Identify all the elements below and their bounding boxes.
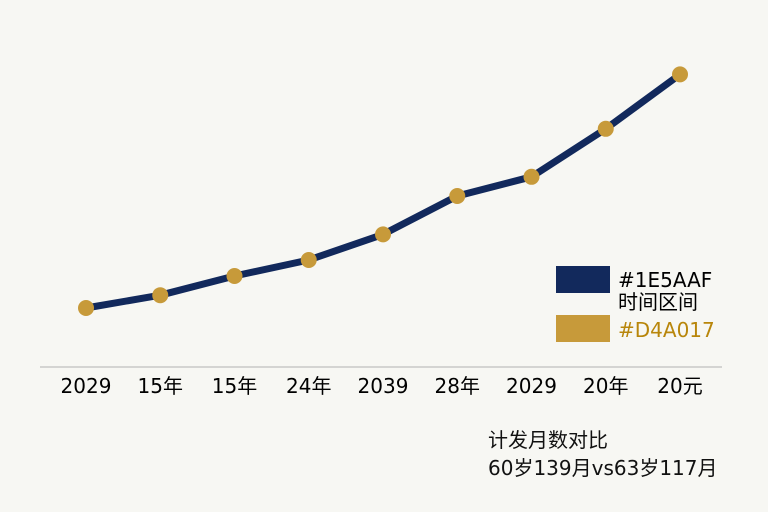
x-tick-label: 2029 — [506, 374, 557, 398]
legend-swatch-series-1 — [556, 266, 610, 293]
data-point — [449, 188, 466, 204]
data-point — [226, 268, 243, 284]
x-tick-label: 2039 — [358, 374, 409, 398]
annotation-title: 计发月数对比 — [488, 428, 608, 452]
annotation-detail: 60岁139月vs63岁117月 — [488, 456, 718, 480]
data-point — [672, 66, 688, 83]
data-point — [152, 287, 169, 304]
data-point — [78, 300, 94, 316]
legend-swatch-series-2 — [556, 315, 610, 342]
legend: #1E5AAF 时间区间 #D4A017 — [556, 266, 715, 342]
legend-label-series-1: #1E5AAF — [618, 268, 712, 292]
legend-label-series-2: #D4A017 — [618, 318, 715, 342]
plot-area — [78, 66, 688, 316]
x-tick-label: 15年 — [212, 374, 257, 398]
data-point — [597, 120, 614, 137]
x-tick-label: 28年 — [435, 374, 480, 398]
x-tick-label: 15年 — [138, 374, 183, 398]
x-tick-label: 20年 — [583, 374, 628, 398]
data-point — [300, 252, 317, 268]
x-tick-label: 20元 — [657, 374, 702, 398]
x-axis-ticks: 2029 15年 15年 24年 2039 28年 2029 20年 20元 — [61, 374, 703, 398]
data-point — [523, 168, 540, 185]
x-tick-label: 24年 — [286, 374, 331, 398]
data-point — [375, 226, 391, 243]
legend-label-middle: 时间区间 — [618, 290, 698, 314]
x-tick-label: 2029 — [61, 374, 112, 398]
